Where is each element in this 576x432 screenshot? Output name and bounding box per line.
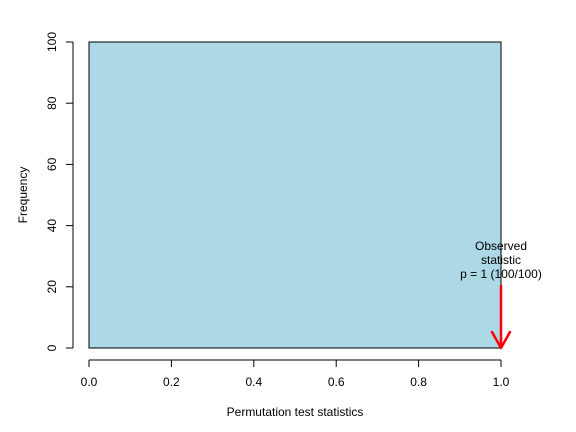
annotation-text-line: p = 1 (100/100) — [460, 267, 542, 281]
x-tick-label: 1.0 — [493, 375, 510, 389]
y-tick-label: 80 — [45, 96, 59, 110]
y-tick-label: 40 — [45, 219, 59, 233]
x-tick-label: 0.4 — [245, 375, 262, 389]
x-tick-label: 0.6 — [328, 375, 345, 389]
y-axis-label: Frequency — [16, 167, 30, 224]
x-tick-label: 0.8 — [410, 375, 427, 389]
y-tick-label: 100 — [45, 32, 59, 52]
y-tick-label: 20 — [45, 280, 59, 294]
observed-arrow-head — [490, 330, 512, 350]
x-tick-label: 0.0 — [81, 375, 98, 389]
x-tick-label: 0.2 — [163, 375, 180, 389]
y-tick-label: 0 — [45, 344, 59, 351]
histogram-bar-0 — [88, 41, 502, 349]
y-tick-label: 60 — [45, 157, 59, 171]
bars-group — [88, 41, 502, 349]
x-axis: 0.0 0.2 0.4 0.6 0.8 1.0 — [81, 359, 510, 389]
y-axis: 0 20 40 60 80 100 — [45, 32, 74, 351]
x-axis-label: Permutation test statistics — [227, 405, 364, 419]
annotation-text-line: statistic — [481, 253, 521, 267]
annotation-text-line: Observed — [475, 239, 527, 253]
